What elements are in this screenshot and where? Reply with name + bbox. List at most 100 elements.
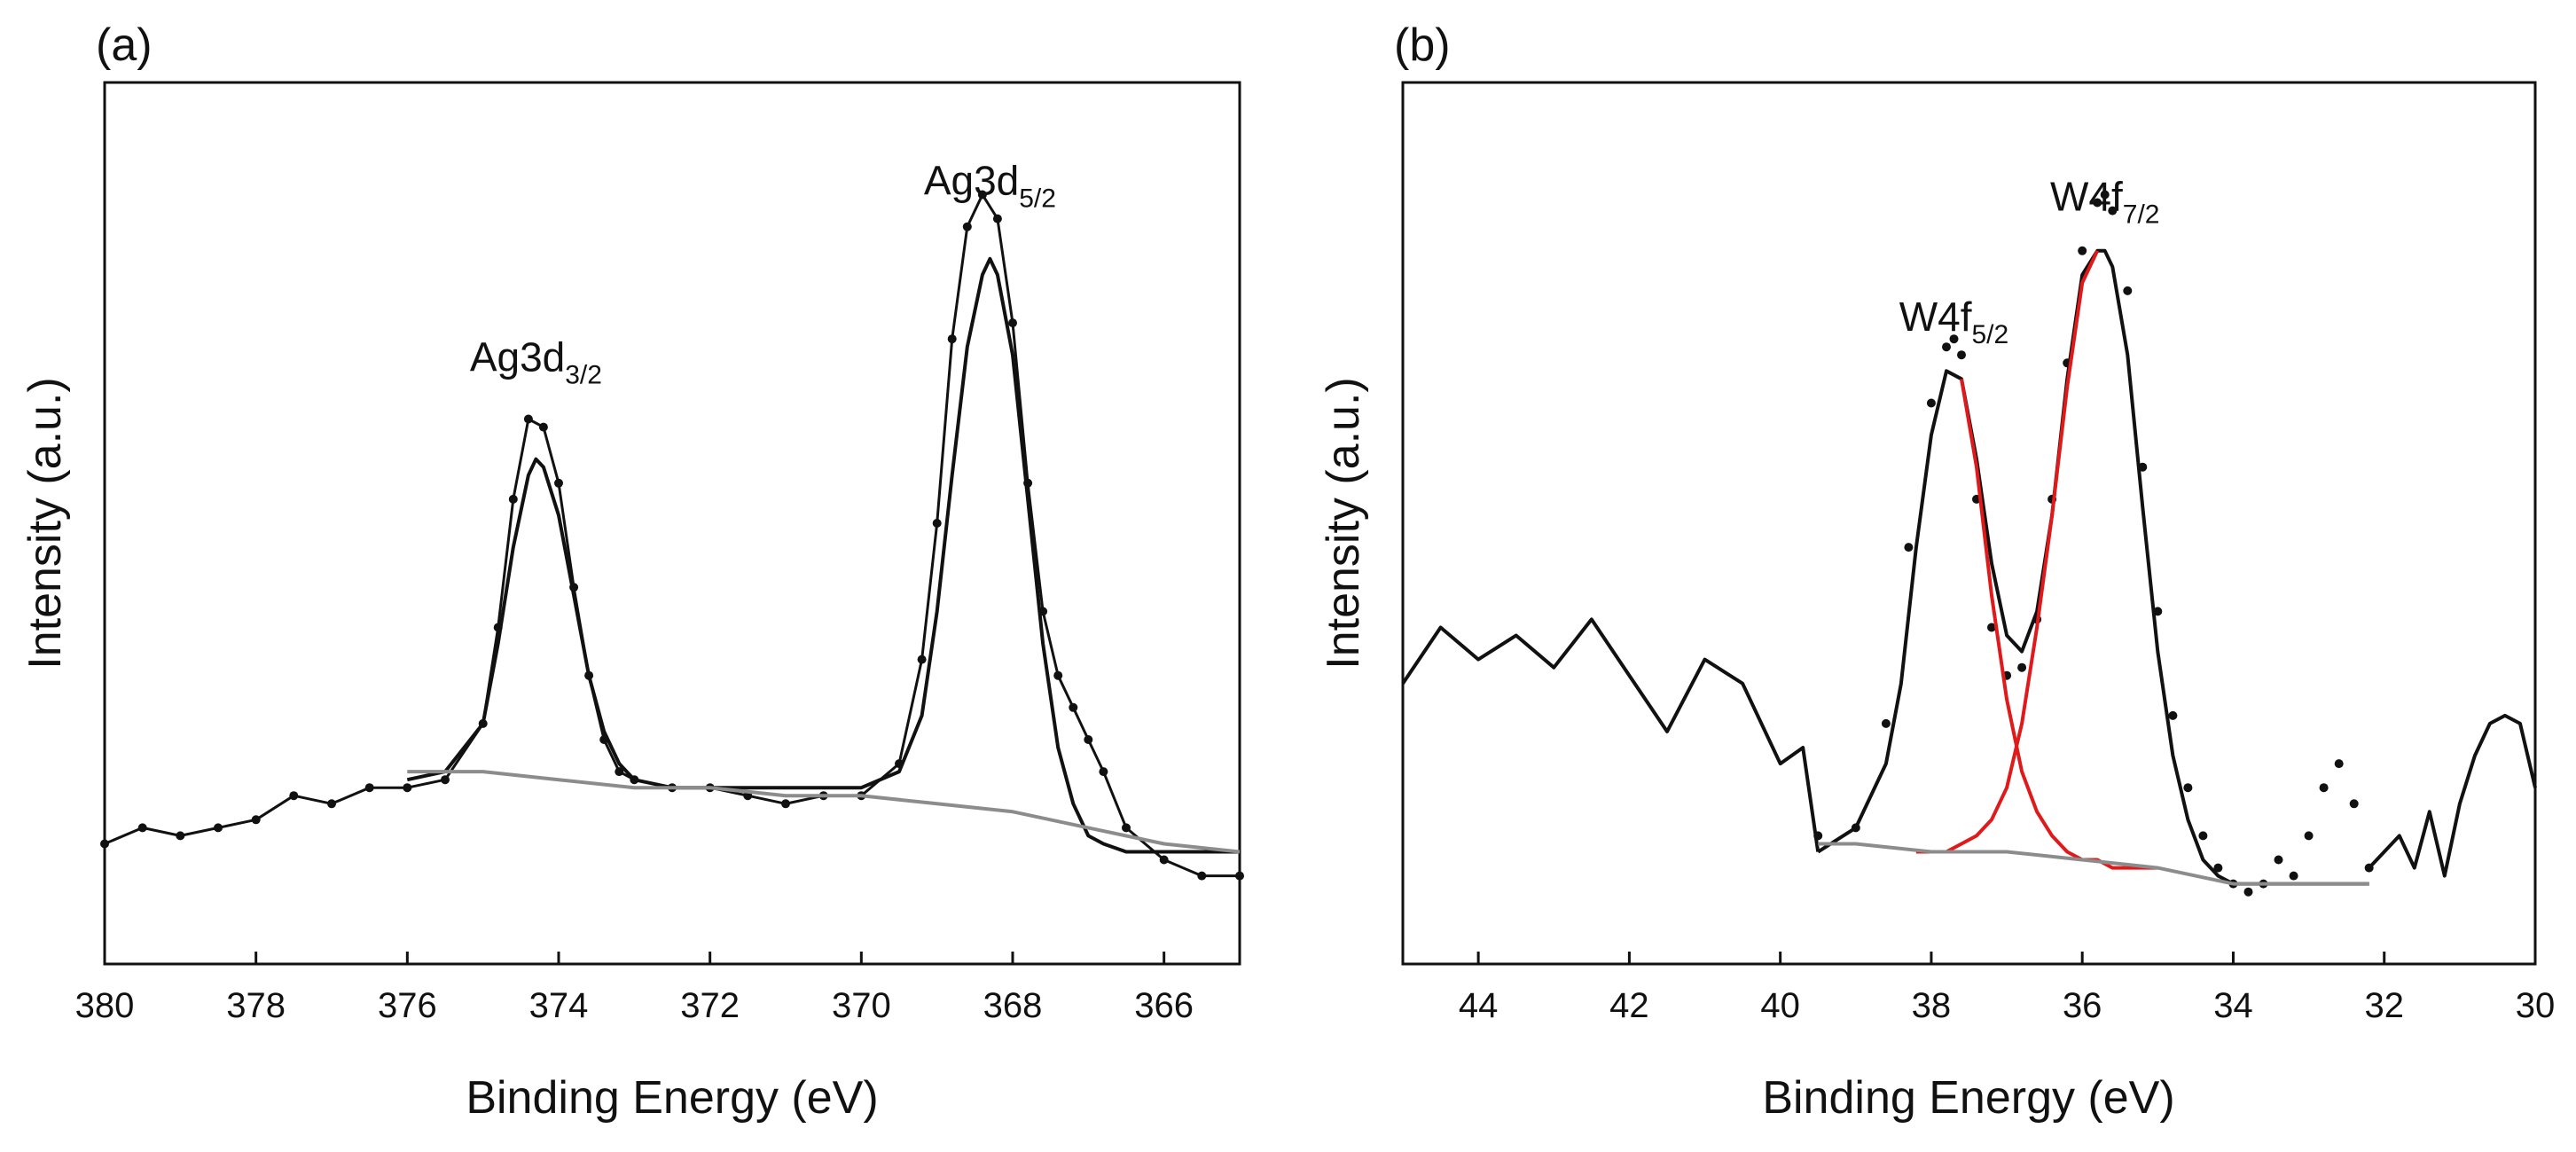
raw-data-point [2100,190,2110,200]
x-tick-label: 30 [2516,986,2556,1025]
raw-data-point [289,791,299,801]
raw-data-point [441,775,450,785]
raw-data-point [1949,334,1959,344]
raw-data-point [403,783,412,793]
panel-a-plot-frame [103,81,1241,966]
raw-data-point [1813,831,1823,841]
raw-data-point [176,831,185,841]
raw-data-point [977,190,987,200]
raw-data-point [2168,710,2178,720]
panel-a: (a) 380 378 376 374 372 370 368 366 Binding Ene… [20,20,1244,1124]
x-tick-label: 34 [2213,986,2253,1025]
panel-b-y-axis-title: Intensity (a.u.) [1318,377,1369,669]
raw-data-point [327,799,336,809]
panel-a-plot-area [100,190,1244,964]
panel-b: (b) 44 42 40 38 36 34 32 30 Binding Energy (eV)… [1318,20,2555,1124]
raw-data-point [2319,783,2329,793]
raw-data-point [992,214,1002,223]
raw-data-point [508,494,518,504]
raw-data-point [1926,398,1936,408]
peak-label: W4f7/2 [2050,174,2160,230]
panel-b-plot-area [1401,190,2537,964]
x-tick-label: 378 [226,986,286,1025]
raw-data-point [1957,350,1966,360]
raw-data-point [2289,871,2298,881]
raw-data-line [1401,617,1820,852]
x-tick-label: 42 [1609,986,1649,1025]
raw-data-point [1881,718,1891,728]
raw-data-point [2213,863,2223,873]
raw-data-point [364,783,374,793]
x-tick-label: 374 [529,986,589,1025]
peak-label: Ag3d3/2 [470,333,602,389]
raw-data-point [1053,670,1063,680]
background-line [407,770,1241,854]
raw-data-point [2093,198,2102,208]
x-tick-label: 36 [2063,986,2102,1025]
raw-data-point [917,654,927,664]
x-tick-label: 368 [983,986,1043,1025]
raw-data-point [2274,855,2283,865]
raw-data-point [1197,871,1207,881]
raw-data-point [615,767,624,777]
raw-data-point [523,414,533,424]
raw-data-point [554,478,563,488]
raw-data-point [1099,767,1108,777]
raw-data-point [2183,783,2193,793]
peak-label: Ag3d5/2 [924,158,1056,214]
raw-data-point [932,519,942,528]
panel-a-x-axis-title: Binding Energy (eV) [466,1072,878,1124]
raw-data-point [1008,318,1017,328]
panel-a-y-axis-title: Intensity (a.u.) [20,377,71,669]
raw-data-point [2108,206,2118,216]
x-tick-label: 372 [680,986,740,1025]
panel-b-plot-frame [1401,81,2537,966]
x-tick-label: 38 [1912,986,1952,1025]
raw-data-point [100,839,109,849]
w4f5-2-component-line [1960,378,2158,870]
raw-data-point [2198,831,2208,841]
fitted-envelope-line [406,256,1240,854]
x-tick-label: 44 [1459,986,1499,1025]
raw-data-point [2078,246,2087,255]
raw-data-point [947,334,957,344]
peak-label: W4f5/2 [1899,294,2009,349]
raw-data-point [1122,823,1131,833]
raw-data-point [1069,702,1078,712]
x-tick-label: 32 [2364,986,2404,1025]
raw-data-line [2368,713,2537,878]
raw-data-point [137,823,147,833]
panel-b-label: (b) [1394,20,1451,71]
raw-data-point [1235,871,1244,881]
raw-data-point [1084,735,1093,744]
background-line [1818,842,2369,886]
raw-data-point [1942,342,1951,352]
raw-data-point [781,799,790,809]
raw-data-point [2349,799,2359,809]
raw-data-point [538,422,548,432]
x-tick-label: 380 [75,986,135,1025]
x-tick-label: 366 [1134,986,1194,1025]
raw-data-point [251,815,261,825]
x-tick-label: 40 [1760,986,1800,1025]
raw-data-point [2123,286,2133,295]
panel-a-peak-labels: Ag3d3/2 Ag3d5/2 [470,158,1056,390]
panel-b-x-axis-title: Binding Energy (eV) [1762,1072,2174,1124]
raw-data-point [2017,662,2027,672]
x-tick-label: 370 [832,986,891,1025]
panel-b-peak-labels: W4f5/2 W4f7/2 [1899,174,2160,350]
panel-a-label: (a) [96,20,153,71]
raw-data-point [1159,855,1169,865]
panel-a-x-ticks: 380 378 376 374 372 370 368 366 [75,986,1194,1025]
raw-data-line [104,193,1240,878]
raw-data-point [2334,759,2344,769]
raw-data-point [1904,543,1914,552]
raw-data-point [2243,887,2253,897]
x-tick-label: 376 [378,986,437,1025]
raw-data-point [1987,623,1996,632]
raw-data-point [2304,831,2314,841]
raw-data-point [962,222,972,231]
raw-data-point [214,823,223,833]
fitted-envelope-line [1817,248,2369,886]
